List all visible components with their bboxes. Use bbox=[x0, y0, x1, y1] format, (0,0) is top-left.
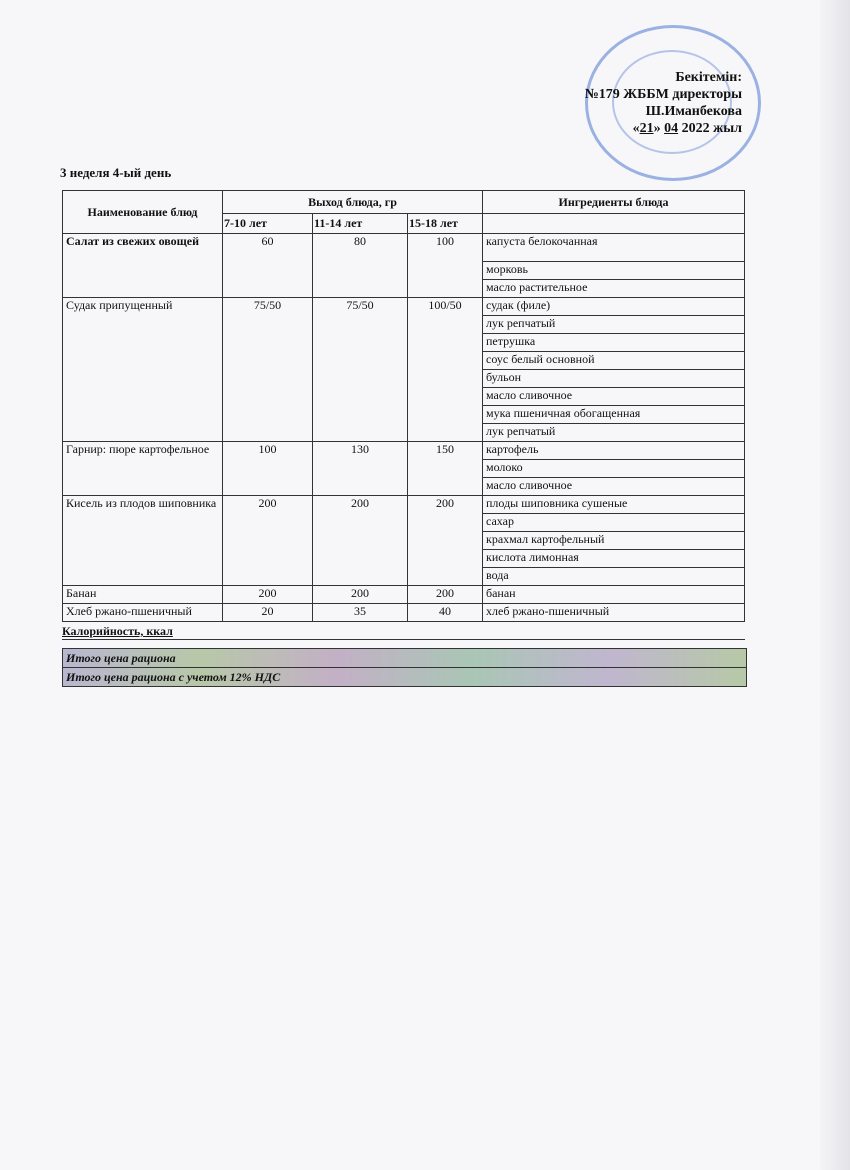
yield-value: 35 bbox=[312, 603, 408, 622]
header-ingredients: Ингредиенты блюда bbox=[482, 190, 745, 214]
ingredient: молоко bbox=[482, 459, 745, 478]
yield-value: 200 bbox=[407, 585, 483, 604]
ingredient: масло сливочное bbox=[482, 387, 745, 406]
table-row: Кисель из плодов шиповника 200 200 200 плоды… bbox=[62, 495, 745, 586]
yield-value: 200 bbox=[312, 495, 408, 586]
dish-name: Гарнир: пюре картофельное bbox=[62, 441, 223, 496]
ingredient: капуста белокочанная bbox=[482, 233, 745, 262]
approval-date: «21» 04 2022 жыл bbox=[632, 121, 742, 136]
official-seal bbox=[585, 25, 761, 181]
ingredient: лук репчатый bbox=[482, 315, 745, 334]
approval-heading: Бекітемін: bbox=[675, 70, 742, 85]
yield-value: 100/50 bbox=[407, 297, 483, 442]
header-age-2: 11-14 лет bbox=[312, 213, 408, 234]
official-seal-inner bbox=[612, 50, 732, 154]
table-row: Банан 200 200 200 банан bbox=[62, 585, 745, 604]
menu-table: Наименование блюд Выход блюда, гр Ингред… bbox=[62, 190, 745, 622]
table-row: мука пшеничная обогащенная bbox=[63, 405, 745, 424]
ingredient: кислота лимонная bbox=[482, 549, 745, 568]
approval-day: 21 bbox=[639, 121, 654, 136]
ingredient: судак (филе) bbox=[482, 297, 745, 316]
ingredient: хлеб ржано-пшеничный bbox=[482, 603, 745, 622]
yield-value: 150 bbox=[407, 441, 483, 496]
yield-value: 200 bbox=[222, 585, 313, 604]
approval-signer: Ш.Иманбекова bbox=[645, 104, 742, 119]
header-age-3: 15-18 лет bbox=[407, 213, 483, 234]
table-row: Гарнир: пюре картофельное 100 130 150 картоф… bbox=[62, 441, 745, 496]
yield-value: 200 bbox=[222, 495, 313, 586]
ingredient: морковь bbox=[482, 261, 745, 280]
yield-value: 130 bbox=[312, 441, 408, 496]
table-row: Салат из свежих овощей 60 80 100 капуста бел… bbox=[62, 233, 745, 298]
approval-month: 04 bbox=[664, 121, 679, 136]
table-row: масло растительное bbox=[63, 279, 745, 298]
dish-name: Хлеб ржано-пшеничный bbox=[62, 603, 223, 622]
yield-value: 75/50 bbox=[312, 297, 408, 442]
dish-name: Банан bbox=[62, 585, 223, 604]
yield-value: 100 bbox=[222, 441, 313, 496]
ingredient: мука пшеничная обогащенная bbox=[482, 405, 745, 424]
yield-value: 80 bbox=[312, 233, 408, 298]
ingredient: соус белый основной bbox=[482, 351, 745, 370]
ingredient: картофель bbox=[482, 441, 745, 460]
yield-value: 75/50 bbox=[222, 297, 313, 442]
page-title: 3 неделя 4-ый день bbox=[60, 165, 172, 180]
header-name: Наименование блюд bbox=[62, 190, 223, 234]
yield-value: 200 bbox=[407, 495, 483, 586]
ingredient: крахмал картофельный bbox=[482, 531, 745, 550]
header-yield: Выход блюда, гр bbox=[222, 190, 483, 214]
total-price-vat: Итого цена рациона с учетом 12% НДС bbox=[66, 670, 281, 684]
ingredient: бульон bbox=[482, 369, 745, 388]
ingredient: плоды шиповника сушеные bbox=[482, 495, 745, 514]
table-row: Хлеб ржано-пшеничный 20 35 40 хлеб ржано-пше… bbox=[62, 603, 745, 622]
ingredient: масло растительное bbox=[482, 279, 745, 298]
ingredient: банан bbox=[482, 585, 745, 604]
approval-year: 2022 жыл bbox=[681, 121, 742, 136]
ingredient: петрушка bbox=[482, 333, 745, 352]
total-price: Итого цена рациона bbox=[63, 649, 746, 668]
totals-block: Итого цена рациона Итого цена рациона с … bbox=[62, 648, 747, 687]
header-blank bbox=[482, 213, 745, 234]
scan-edge bbox=[820, 0, 850, 1170]
dish-name: Кисель из плодов шиповника bbox=[62, 495, 223, 586]
yield-value: 40 bbox=[407, 603, 483, 622]
ingredient: сахар bbox=[482, 513, 745, 532]
ingredient: лук репчатый bbox=[482, 423, 745, 442]
table-row: масло сливочное bbox=[63, 477, 745, 496]
table-row: Судак припущенный 75/50 75/50 100/50 судак (… bbox=[62, 297, 745, 442]
ingredient: вода bbox=[482, 567, 745, 586]
yield-value: 100 bbox=[407, 233, 483, 298]
yield-value: 20 bbox=[222, 603, 313, 622]
table-row: соус белый основной bbox=[63, 351, 745, 370]
yield-value: 200 bbox=[312, 585, 408, 604]
ingredient: масло сливочное bbox=[482, 477, 745, 496]
yield-value: 60 bbox=[222, 233, 313, 298]
calories-label: Калорийность, ккал bbox=[62, 624, 745, 640]
dish-name: Судак припущенный bbox=[62, 297, 223, 442]
approval-position: №179 ЖББМ директоры bbox=[584, 87, 742, 102]
dish-name: Салат из свежих овощей bbox=[62, 233, 223, 298]
header-age-1: 7-10 лет bbox=[222, 213, 313, 234]
